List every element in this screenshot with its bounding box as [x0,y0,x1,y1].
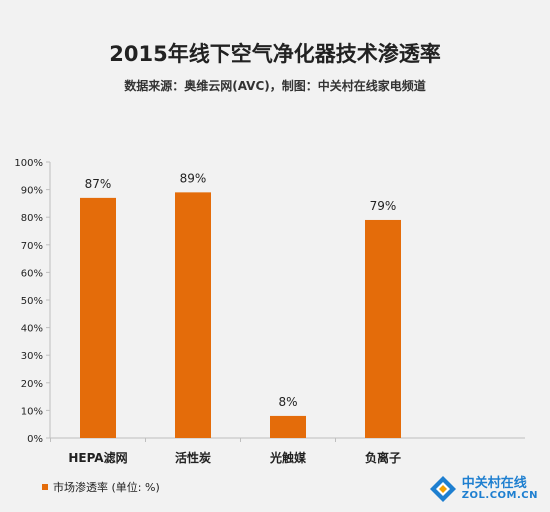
bar [365,219,401,438]
legend-label: 市场渗透率 (单位: %) [53,481,160,494]
y-tick-label: 10% [21,406,43,417]
x-tick-label: 光触媒 [269,450,307,465]
y-tick-label: 0% [27,434,43,445]
watermark-name-cn: 中关村在线 [461,475,527,491]
data-label: 8% [278,395,297,409]
bar [175,192,211,438]
y-tick-label: 60% [21,268,43,279]
y-tick-label: 80% [21,213,43,224]
legend-swatch [42,484,48,490]
watermark-name-en: ZOL.COM.CN [461,489,538,501]
y-tick-label: 70% [21,241,43,252]
chart-subtitle: 数据来源：奥维云网(AVC)，制图：中关村在线家电频道 [124,79,426,93]
bar [80,197,116,438]
y-tick-label: 50% [21,296,43,307]
y-tick-label: 30% [21,351,43,362]
data-label: 79% [370,199,397,213]
y-tick-label: 40% [21,324,43,335]
y-tick-label: 100% [14,158,43,169]
x-tick-label: HEPA滤网 [68,450,127,465]
chart-title: 2015年线下空气净化器技术渗透率 [109,42,441,66]
zol-logo-icon [428,474,458,504]
y-tick-label: 90% [21,186,43,197]
bar [270,415,306,438]
y-tick-label: 20% [21,379,43,390]
x-tick-label: 活性炭 [175,450,211,465]
data-label: 89% [180,171,207,185]
watermark: 中关村在线 ZOL.COM.CN [428,474,538,504]
data-label: 87% [85,177,112,191]
legend: 市场渗透率 (单位: %) [42,479,160,495]
x-tick-label: 负离子 [365,450,401,465]
